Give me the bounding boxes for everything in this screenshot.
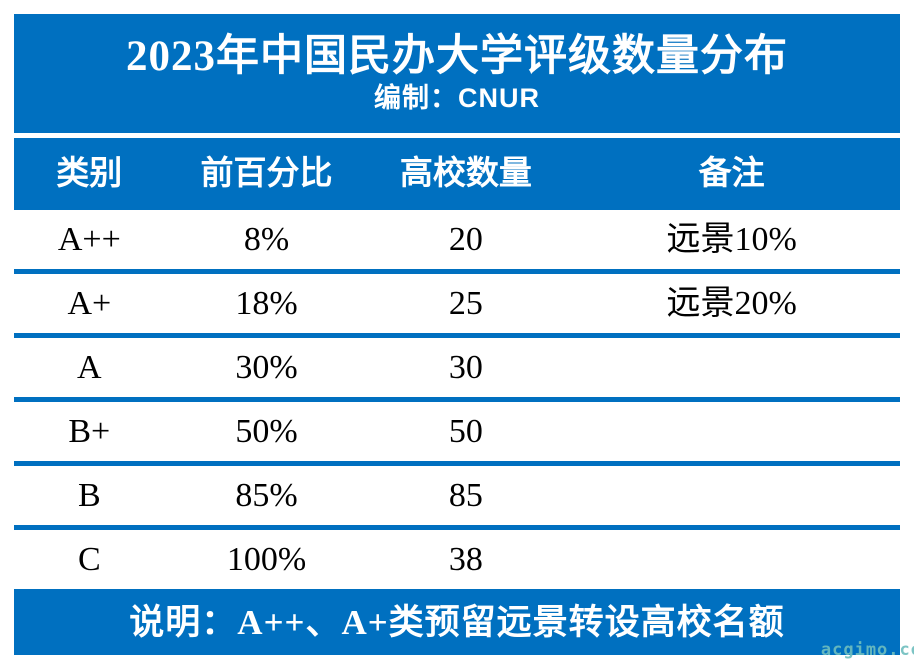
table-row: A 30% 30 — [14, 338, 900, 397]
table-row: B 85% 85 — [14, 466, 900, 525]
cell-university-count: 30 — [448, 348, 483, 386]
cell-category: A++ — [57, 220, 121, 258]
cell-category: A+ — [67, 284, 112, 322]
footer-note-text: 说明：A++、A+类预留远景转设高校名额 — [129, 602, 785, 642]
site-watermark: acgimo.co — [820, 640, 914, 660]
row-divider — [14, 269, 900, 274]
header-cell-percentile: 前百分比 — [200, 155, 333, 192]
cell-university-count: 25 — [448, 284, 483, 322]
header-cell-university-count: 高校数量 — [399, 155, 532, 192]
cell-university-count: 85 — [448, 476, 483, 514]
cell-percentile: 30% — [235, 348, 298, 386]
page-title: 2023年中国民办大学评级数量分布 — [126, 33, 788, 80]
header-cell-remark: 备注 — [698, 155, 765, 192]
cell-remark: 远景20% — [666, 284, 797, 322]
table-row: A++ 8% 20 远景10% — [14, 210, 900, 269]
cell-percentile: 100% — [226, 540, 307, 578]
row-divider — [14, 333, 900, 338]
row-divider — [14, 525, 900, 530]
footer-note-banner: 说明：A++、A+类预留远景转设高校名额 — [14, 589, 900, 655]
page-subtitle: 编制：CNUR — [374, 83, 540, 113]
row-divider — [14, 461, 900, 466]
row-divider — [14, 397, 900, 402]
header-cell-category: 类别 — [56, 155, 123, 192]
cell-percentile: 18% — [235, 284, 298, 322]
rating-distribution-table: 2023年中国民办大学评级数量分布 编制：CNUR 类别 前百分比 高校数量 备… — [14, 14, 900, 655]
table-row: A+ 18% 25 远景20% — [14, 274, 900, 333]
cell-university-count: 50 — [448, 412, 483, 450]
cell-percentile: 8% — [243, 220, 290, 258]
cell-remark: 远景10% — [666, 220, 797, 258]
cell-category: A — [77, 348, 102, 386]
table-header-row: 类别 前百分比 高校数量 备注 — [14, 138, 900, 210]
table-row: C 100% 38 — [14, 530, 900, 589]
cell-category: B+ — [68, 412, 111, 450]
title-banner: 2023年中国民办大学评级数量分布 编制：CNUR — [14, 14, 900, 133]
cell-university-count: 38 — [448, 540, 483, 578]
cell-category: C — [77, 540, 101, 578]
cell-percentile: 50% — [235, 412, 298, 450]
cell-university-count: 20 — [448, 220, 483, 258]
cell-percentile: 85% — [235, 476, 298, 514]
cell-category: B — [77, 476, 101, 514]
table-row: B+ 50% 50 — [14, 402, 900, 461]
